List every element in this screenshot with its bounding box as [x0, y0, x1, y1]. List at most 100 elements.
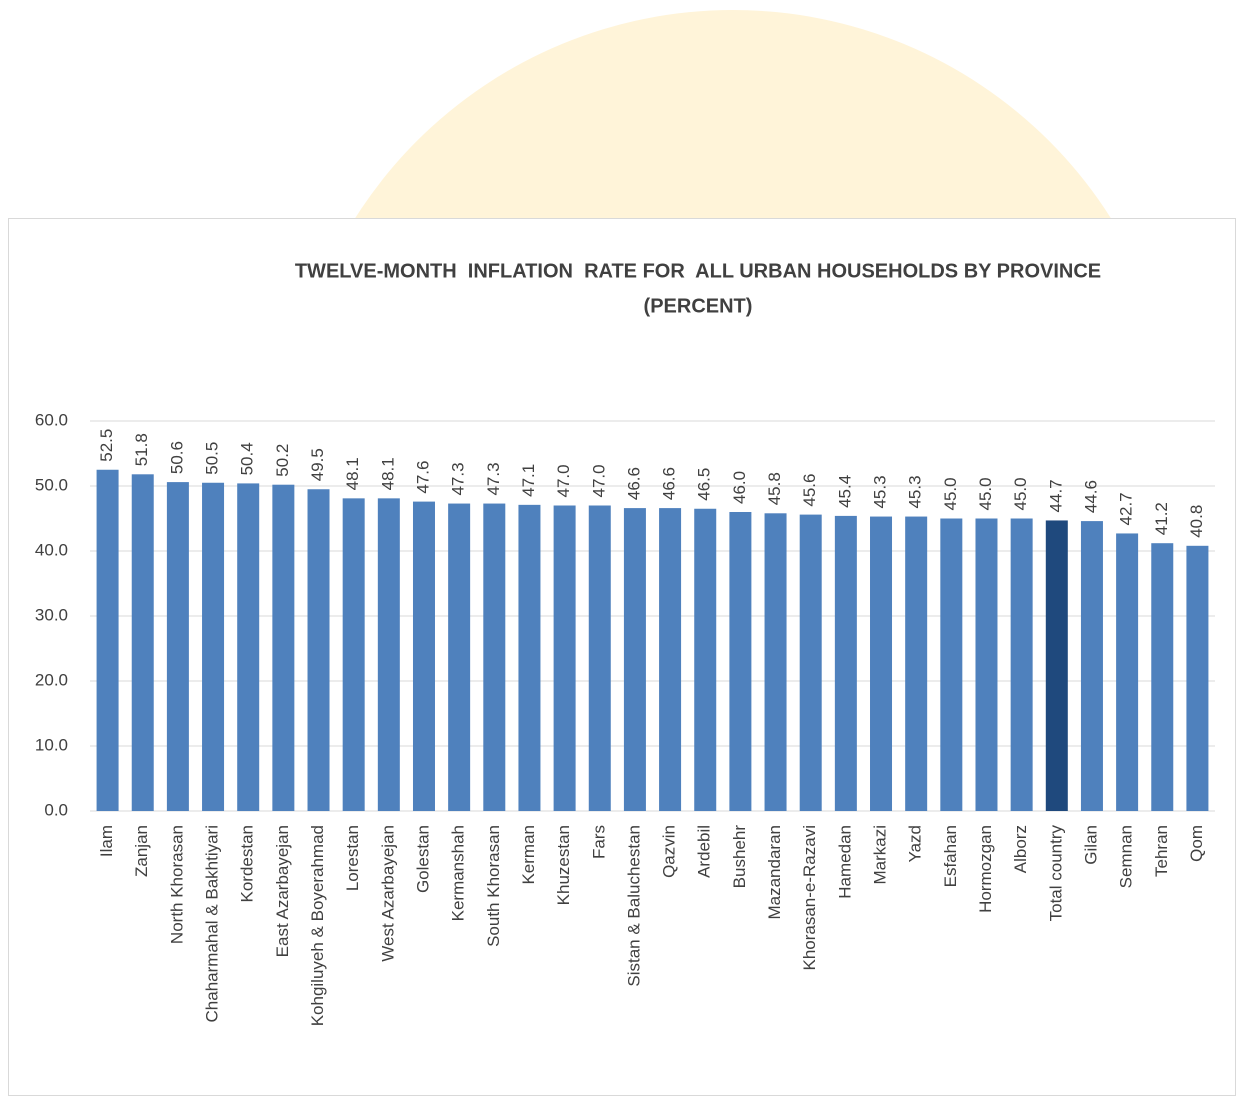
- x-tick-label: Gilan: [1081, 825, 1100, 865]
- x-tick-label: Bushehr: [730, 825, 749, 889]
- chart: TWELVE-MONTH INFLATION RATE FOR ALL URBA…: [0, 0, 1237, 1097]
- chart-subtitle: (PERCENT): [644, 295, 753, 317]
- chart-title: TWELVE-MONTH INFLATION RATE FOR ALL URBA…: [295, 260, 1101, 282]
- x-tick-label: West Azarbayejan: [378, 825, 397, 962]
- x-tick-label: Hamedan: [835, 825, 854, 899]
- bar: [940, 519, 962, 812]
- bar: [905, 517, 927, 811]
- value-label: 50.4: [238, 442, 257, 475]
- bar: [800, 515, 822, 811]
- bar: [1081, 521, 1103, 811]
- x-tick-label: Mazandaran: [765, 825, 784, 920]
- value-label: 45.0: [941, 477, 960, 510]
- bar: [975, 519, 997, 812]
- value-label: 50.6: [167, 441, 186, 474]
- bar: [589, 506, 611, 812]
- x-tick-label: Tehran: [1152, 825, 1171, 877]
- bar: [729, 512, 751, 811]
- x-tick-label: South Khorasan: [484, 825, 503, 947]
- value-label: 45.6: [800, 474, 819, 507]
- x-tick-label: Markazi: [871, 825, 890, 885]
- value-label: 52.5: [97, 429, 116, 462]
- x-tick-label: East Azarbayejan: [273, 825, 292, 957]
- bar: [765, 513, 787, 811]
- x-tick-label: Zanjan: [132, 825, 151, 877]
- bar: [448, 504, 470, 811]
- x-tick-label: Esfahan: [941, 825, 960, 887]
- y-tick-label: 30.0: [35, 605, 68, 624]
- value-label: 47.6: [413, 461, 432, 494]
- value-label: 41.2: [1152, 502, 1171, 535]
- value-label: 44.6: [1081, 480, 1100, 513]
- x-tick-label: Kermanshah: [449, 825, 468, 921]
- x-tick-label: Qom: [1187, 825, 1206, 862]
- x-tick-label: Fars: [589, 825, 608, 859]
- value-label: 49.5: [308, 448, 327, 481]
- bar: [483, 504, 505, 811]
- bar: [167, 482, 189, 811]
- x-tick-label: Lorestan: [343, 825, 362, 891]
- bar: [554, 506, 576, 812]
- value-label: 40.8: [1187, 505, 1206, 538]
- value-label: 46.5: [695, 468, 714, 501]
- x-tick-label: Yazd: [906, 825, 925, 863]
- value-label: 45.3: [871, 475, 890, 508]
- value-label: 50.2: [273, 444, 292, 477]
- bar: [694, 509, 716, 811]
- bar: [308, 489, 330, 811]
- x-tick-label: Hormozgan: [976, 825, 995, 913]
- value-label: 45.8: [765, 472, 784, 505]
- x-tick-label: Ardebil: [695, 825, 714, 878]
- x-tick-label: Golestan: [413, 825, 432, 893]
- bar: [132, 474, 154, 811]
- bar: [413, 502, 435, 811]
- bar: [518, 505, 540, 811]
- bar: [378, 498, 400, 811]
- y-tick-label: 40.0: [35, 540, 68, 559]
- value-label: 46.6: [660, 467, 679, 500]
- bar: [1011, 519, 1033, 812]
- value-label: 47.0: [554, 464, 573, 497]
- y-tick-label: 0.0: [44, 800, 68, 819]
- x-tick-label: Kohgiluyeh & Boyerahmad: [308, 825, 327, 1026]
- bar: [237, 483, 259, 811]
- bar: [870, 517, 892, 811]
- value-label: 45.3: [906, 475, 925, 508]
- value-label: 44.7: [1046, 479, 1065, 512]
- x-tick-label: Alborz: [1011, 825, 1030, 873]
- bar: [1116, 533, 1138, 811]
- x-tick-label: North Khorasan: [167, 825, 186, 944]
- value-label: 45.4: [835, 475, 854, 508]
- y-tick-label: 60.0: [35, 410, 68, 429]
- value-label: 48.1: [343, 457, 362, 490]
- x-tick-label: Total country: [1046, 825, 1065, 922]
- x-tick-label: Semnan: [1117, 825, 1136, 888]
- x-tick-label: Ilam: [97, 825, 116, 857]
- value-label: 47.3: [449, 462, 468, 495]
- value-label: 42.7: [1117, 492, 1136, 525]
- value-label: 48.1: [378, 457, 397, 490]
- value-label: 50.5: [203, 442, 222, 475]
- value-label: 45.0: [976, 477, 995, 510]
- bar: [202, 483, 224, 811]
- value-label: 51.8: [132, 433, 151, 466]
- y-tick-label: 20.0: [35, 670, 68, 689]
- bar: [624, 508, 646, 811]
- x-tick-label: Khorasan-e-Razavi: [800, 825, 819, 971]
- bar: [97, 470, 119, 811]
- bar: [1151, 543, 1173, 811]
- y-tick-label: 10.0: [35, 735, 68, 754]
- bar: [272, 485, 294, 811]
- x-tick-label: Kerman: [519, 825, 538, 885]
- x-tick-label: Qazvin: [660, 825, 679, 878]
- bar: [1046, 520, 1068, 811]
- y-tick-label: 50.0: [35, 475, 68, 494]
- value-label: 47.1: [519, 464, 538, 497]
- bar: [659, 508, 681, 811]
- x-tick-label: Chaharmahal & Bakhtiyari: [203, 825, 222, 1022]
- bar: [1186, 546, 1208, 811]
- x-tick-label: Sistan & Baluchestan: [624, 825, 643, 987]
- x-tick-label: Khuzestan: [554, 825, 573, 905]
- x-tick-label: Kordestan: [238, 825, 257, 903]
- value-label: 46.6: [624, 467, 643, 500]
